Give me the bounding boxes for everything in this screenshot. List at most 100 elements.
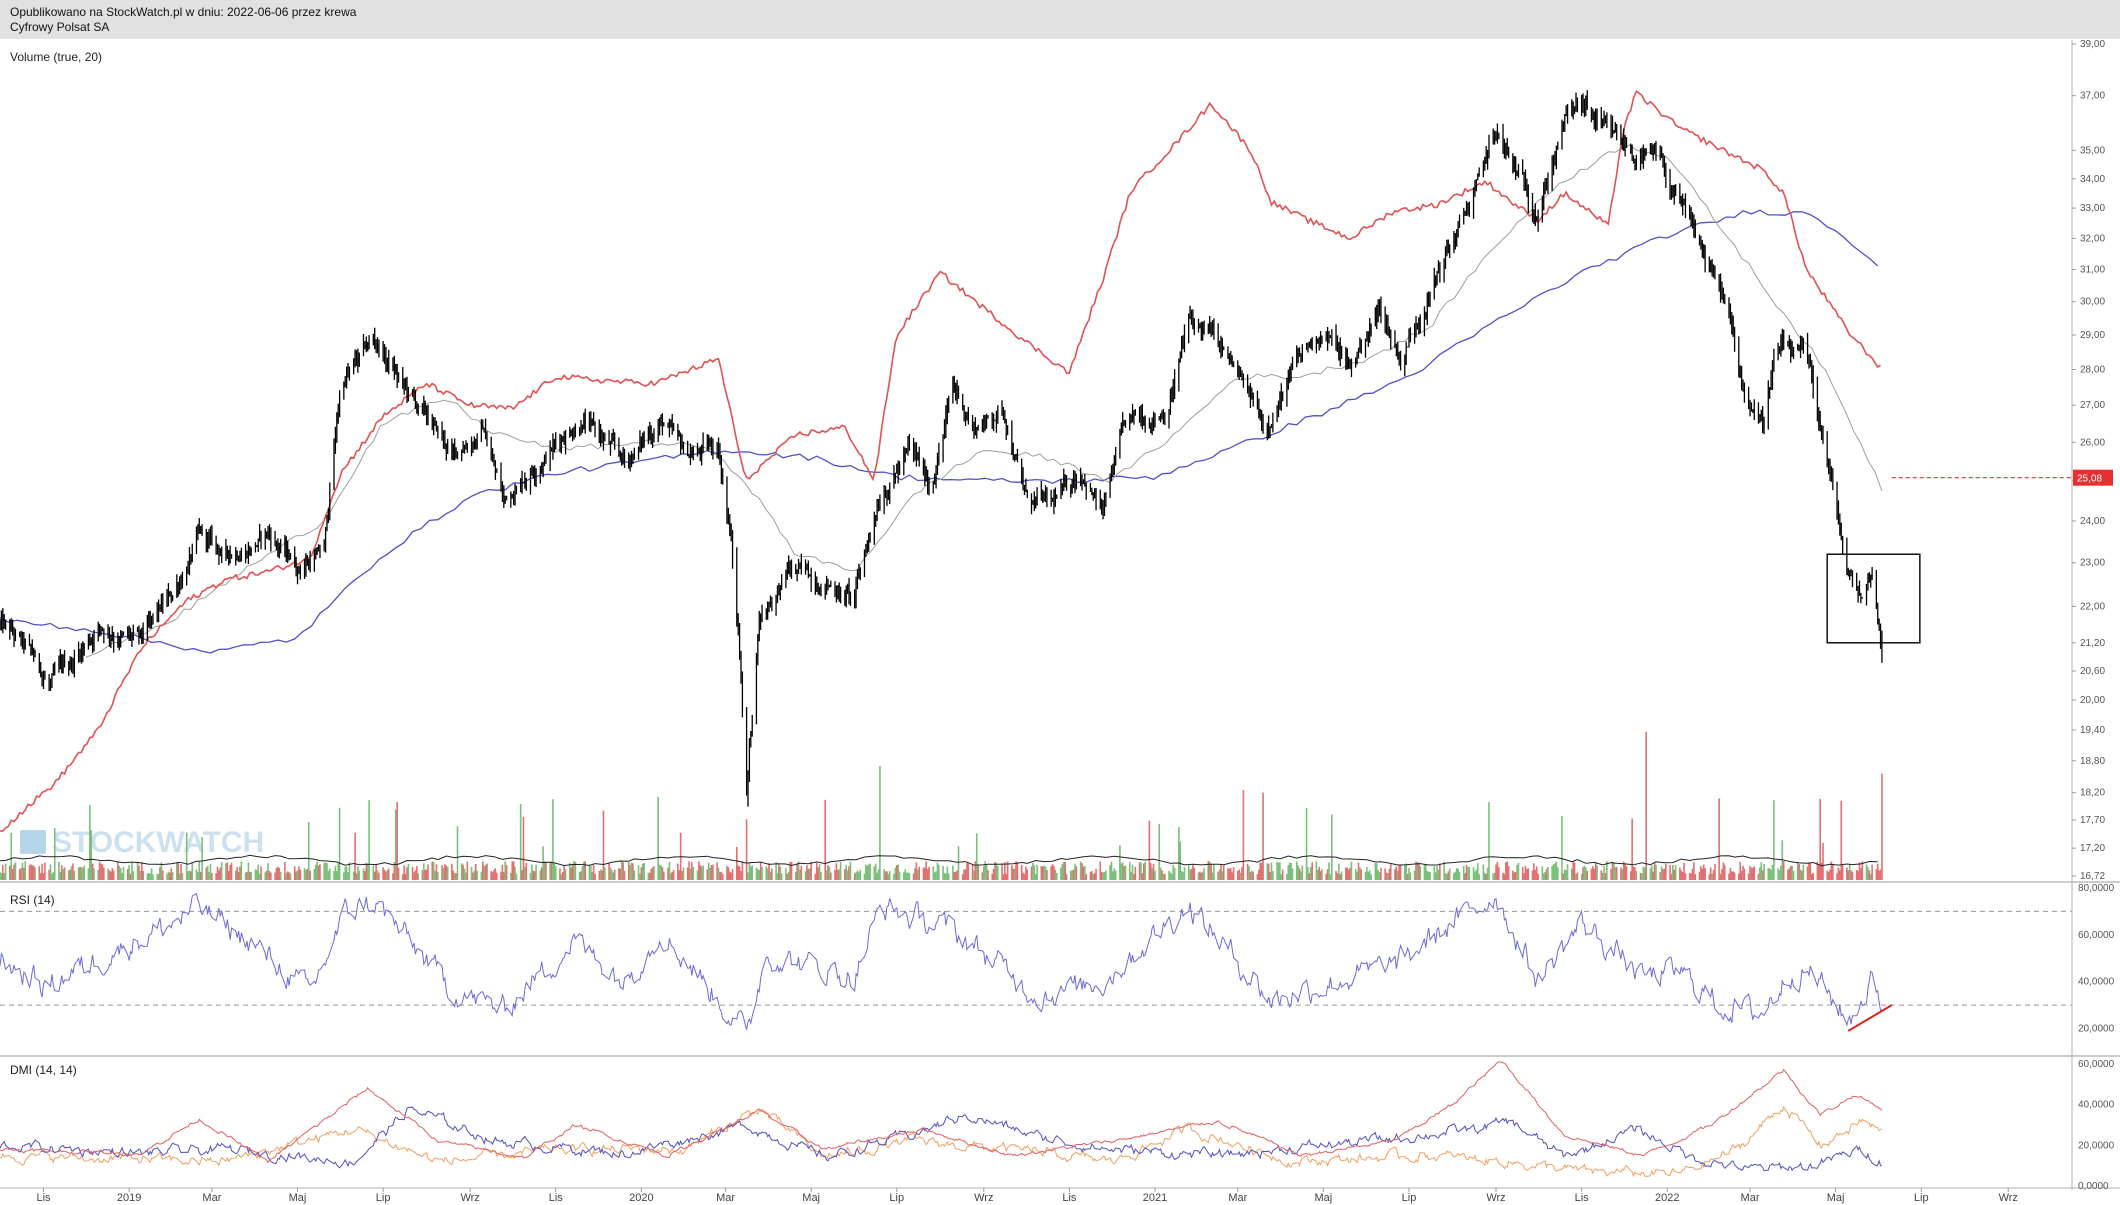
- volume-bar: [152, 874, 154, 880]
- volume-bar: [1701, 868, 1704, 880]
- volume-bar: [1590, 868, 1593, 880]
- volume-bar: [161, 870, 164, 880]
- volume-bar: [314, 864, 317, 880]
- volume-bar: [229, 864, 231, 880]
- volume-bar: [1301, 865, 1304, 880]
- volume-bar: [877, 869, 880, 880]
- volume-bar: [505, 865, 508, 880]
- volume-bar: [553, 863, 556, 880]
- volume-bar: [549, 863, 551, 880]
- volume-bar: [1556, 867, 1559, 880]
- volume-bar: [1050, 866, 1052, 880]
- volume-bar: [1663, 868, 1666, 880]
- volume-bar: [138, 865, 140, 880]
- volume-bar: [1084, 866, 1086, 880]
- y-tick-label: 16,72: [2080, 871, 2105, 882]
- volume-bar: [1385, 872, 1388, 880]
- volume-bar: [834, 869, 836, 880]
- volume-bar: [1121, 862, 1124, 880]
- volume-bar: [1691, 868, 1694, 880]
- volume-bar: [236, 867, 238, 880]
- volume-bar: [1269, 871, 1271, 880]
- volume-bar: [1091, 871, 1093, 880]
- volume-bar: [611, 870, 613, 880]
- volume-bar: [1620, 867, 1622, 880]
- volume-bar: [681, 870, 683, 880]
- volume-bar: [188, 870, 191, 880]
- volume-bar: [140, 862, 143, 880]
- volume-bar: [1472, 866, 1475, 880]
- volume-bar: [686, 867, 689, 880]
- volume-bar: [108, 870, 111, 880]
- volume-bar: [984, 861, 986, 880]
- volume-bar: [1262, 792, 1264, 880]
- volume-bar: [1189, 869, 1191, 880]
- volume-bar: [156, 873, 158, 880]
- x-tick-label: Wrz: [460, 1192, 479, 1204]
- volume-bar: [49, 864, 52, 880]
- volume-bar: [1670, 873, 1673, 880]
- volume-bar: [1749, 866, 1751, 880]
- x-tick-label: Maj: [1827, 1192, 1845, 1204]
- volume-bar: [1721, 869, 1723, 880]
- volume-bar: [1060, 867, 1062, 880]
- volume-bar: [1879, 869, 1882, 880]
- volume-bar: [1763, 863, 1765, 880]
- volume-bar: [1012, 868, 1015, 880]
- volume-bar: [1193, 867, 1196, 880]
- volume-bar: [1455, 868, 1458, 880]
- volume-bar: [1753, 866, 1756, 880]
- volume-bar: [1665, 864, 1667, 880]
- volume-bar: [786, 873, 789, 880]
- volume-bar: [1806, 866, 1809, 880]
- volume-bar: [1395, 866, 1398, 880]
- volume-bar: [1307, 867, 1309, 880]
- volume-bar: [897, 864, 899, 880]
- volume-bar: [768, 863, 770, 880]
- volume-bar: [1388, 868, 1391, 880]
- volume-bar: [601, 870, 603, 880]
- volume-bar: [709, 867, 711, 880]
- volume-bar: [688, 861, 690, 880]
- x-tick-label: Lis: [1062, 1192, 1077, 1204]
- volume-bar: [80, 867, 83, 880]
- volume-bar: [592, 864, 595, 880]
- rsi-tick-label: 80,0000: [2078, 883, 2115, 894]
- volume-bar: [274, 872, 276, 880]
- volume-bar: [787, 871, 790, 880]
- volume-bar: [268, 871, 271, 880]
- x-tick-label: 2020: [629, 1192, 653, 1204]
- dmi-panel: [0, 1061, 1883, 1178]
- volume-bar: [11, 868, 14, 880]
- volume-bar: [299, 869, 302, 880]
- volume-bar: [1778, 869, 1781, 880]
- x-tick-label: Mar: [1228, 1192, 1247, 1204]
- volume-bar: [1792, 870, 1795, 880]
- volume-bar: [30, 864, 32, 880]
- volume-bar: [93, 868, 95, 880]
- volume-bar: [1180, 871, 1183, 880]
- volume-bar: [761, 866, 763, 880]
- volume-bar: [1600, 870, 1603, 880]
- volume-bar: [1291, 868, 1294, 880]
- volume-bar: [34, 867, 36, 880]
- volume-bar: [306, 869, 309, 880]
- volume-bar: [319, 864, 321, 880]
- volume-bar: [942, 865, 944, 880]
- volume-bar: [121, 872, 123, 880]
- volume-bar: [609, 867, 612, 880]
- volume-bar: [935, 871, 937, 880]
- rsi-tick-label: 20,0000: [2078, 1024, 2115, 1035]
- volume-bar: [139, 870, 142, 880]
- volume-bar: [406, 867, 408, 880]
- dmi-tick-label: 60,0000: [2078, 1059, 2115, 1070]
- y-tick-label: 34,00: [2080, 174, 2105, 185]
- volume-bar: [981, 872, 984, 880]
- volume-bar: [98, 861, 101, 880]
- volume-bar: [856, 870, 859, 880]
- volume-bar: [1151, 867, 1153, 880]
- volume-bar: [278, 867, 281, 880]
- volume-bar: [796, 863, 798, 880]
- volume-bar: [751, 865, 754, 880]
